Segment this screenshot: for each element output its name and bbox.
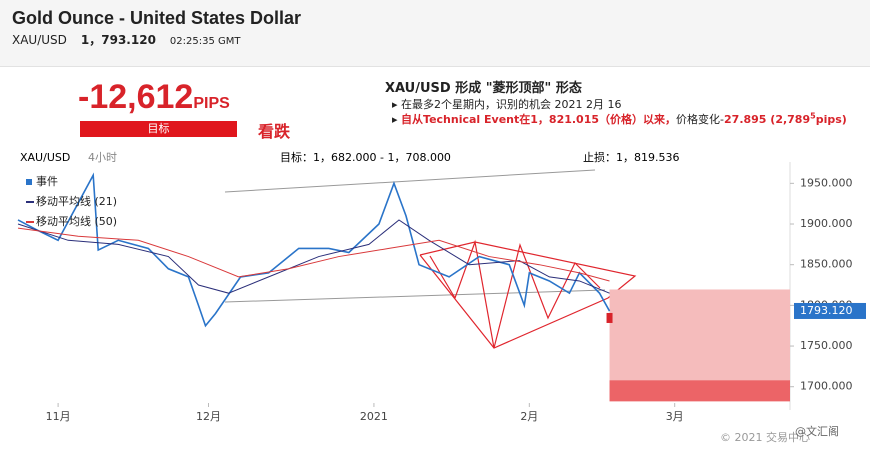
pattern-title: XAU/USD 形成 "菱形顶部" 形态 <box>385 81 582 96</box>
legend-label: 移动平均线 (50) <box>36 214 117 228</box>
pips-value: -12,612 <box>78 78 194 116</box>
last-price-label: 1793.120 <box>800 304 853 317</box>
y-tick-label: 1750.000 <box>800 339 853 352</box>
last-price-box <box>794 302 866 319</box>
legend-label: 移动平均线 (21) <box>36 194 117 208</box>
y-tick-label: 1900.000 <box>800 217 853 230</box>
chart-stop: 止损：1，819.536 <box>583 150 680 164</box>
x-tick-label: 11月 <box>46 410 71 423</box>
series-line <box>17 227 610 282</box>
legend-label: 事件 <box>36 175 58 188</box>
target-bar: 目标 <box>80 121 237 137</box>
title: Gold Ounce - United States Dollar <box>12 8 302 28</box>
x-tick-label: 2021 <box>360 410 388 423</box>
direction: 看跌 <box>258 122 291 141</box>
copyright: © 2021 交易中心 <box>720 430 810 444</box>
x-tick-label: 2月 <box>520 410 538 423</box>
channel <box>224 169 606 303</box>
diamond <box>419 239 637 349</box>
text: pips) <box>815 113 847 126</box>
text: 价格变化- <box>676 113 725 126</box>
series-line <box>17 219 610 294</box>
legend-swatch <box>26 179 32 185</box>
legend-swatch <box>26 201 34 203</box>
watermark: @文汇阁 <box>795 424 839 438</box>
subline: XAU/USD 1，793.120 02:25:35 GMT <box>12 31 255 48</box>
pips: -12,612PIPS <box>78 78 230 117</box>
pattern-line2: ▸ 自从Technical Event在1，821.015（价格）以来，价格变化… <box>392 111 847 126</box>
text: 27.895 (2,789 <box>724 113 811 126</box>
target-zone <box>609 380 790 402</box>
chart-symbol: XAU/USD <box>20 151 70 164</box>
y-tick-label: 1700.000 <box>800 380 853 393</box>
text: 5 <box>810 111 816 121</box>
symbol: XAU/USD <box>12 33 67 47</box>
series-line <box>17 172 611 328</box>
text: 在最多2个星期内，识别的机会 2021 2月 16 <box>401 98 622 111</box>
time: 02:25:35 GMT <box>169 36 241 47</box>
pips-unit: PIPS <box>193 95 230 112</box>
y-tick-label: 1850.000 <box>800 258 853 271</box>
y-tick-label: 1950.000 <box>800 176 853 189</box>
text: 自从Technical Event在1，821.015（价格）以来， <box>401 113 677 126</box>
chart-interval: 4小时 <box>88 151 117 164</box>
pattern-line1: ▸ 在最多2个星期内，识别的机会 2021 2月 16 <box>392 98 622 111</box>
event-marker <box>606 312 613 323</box>
x-tick-label: 3月 <box>666 410 684 423</box>
header: Gold Ounce - United States Dollar XAU/US… <box>0 0 870 67</box>
chart: XAU/USD 4小时 目标：1，682.000 - 1，708.000 止损：… <box>17 150 866 444</box>
chart-target: 目标：1，682.000 - 1，708.000 <box>280 150 451 164</box>
price: 1，793.120 <box>80 33 156 47</box>
x-tick-label: 12月 <box>196 410 221 423</box>
stop-zone <box>609 289 790 381</box>
legend-swatch <box>26 221 34 223</box>
